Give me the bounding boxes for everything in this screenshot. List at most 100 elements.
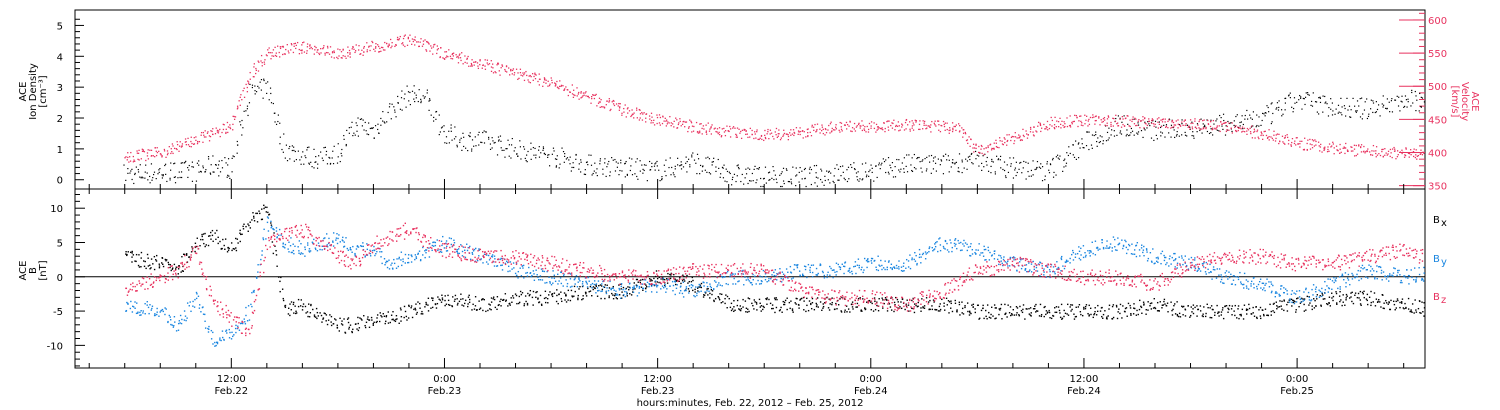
data-point-bx <box>724 302 726 305</box>
data-point-velocity <box>903 129 906 131</box>
data-point-ion-density <box>1215 120 1217 122</box>
data-point-bx <box>1238 317 1240 320</box>
data-point-ion-density <box>656 160 658 163</box>
data-point-by <box>289 244 292 247</box>
data-point-ion-density <box>526 161 528 163</box>
data-point-ion-density <box>393 106 395 108</box>
data-point-velocity <box>756 131 758 133</box>
data-point-velocity <box>1389 155 1391 158</box>
data-point-ion-density <box>769 178 771 181</box>
data-point-ion-density <box>418 89 420 91</box>
data-point-velocity <box>768 137 770 140</box>
data-point-bx <box>272 252 275 255</box>
data-point-by <box>276 236 278 239</box>
data-point-velocity <box>1123 125 1126 127</box>
data-point-bx <box>766 298 768 301</box>
data-point-velocity <box>1026 137 1029 139</box>
data-point-velocity <box>562 85 564 87</box>
data-point-velocity <box>888 120 890 122</box>
data-point-ion-density <box>205 169 207 171</box>
data-point-bx <box>138 266 141 268</box>
data-point-ion-density <box>758 168 760 170</box>
data-point-ion-density <box>853 162 855 164</box>
data-point-ion-density <box>263 78 265 80</box>
data-point-bx <box>505 299 508 301</box>
data-point-velocity <box>1122 118 1124 120</box>
data-point-by <box>223 339 225 341</box>
data-point-bx <box>983 317 985 320</box>
data-point-by <box>147 306 150 309</box>
data-point-ion-density <box>508 144 511 146</box>
data-point-velocity <box>838 129 840 132</box>
data-point-bx <box>1171 309 1173 312</box>
data-point-velocity <box>1355 154 1357 157</box>
data-point-ion-density <box>1319 97 1321 99</box>
b-tick-label: -10 <box>47 341 63 352</box>
data-point-velocity <box>854 130 857 132</box>
data-point-ion-density <box>830 172 832 174</box>
data-point-velocity <box>630 115 632 118</box>
data-point-ion-density <box>602 173 604 175</box>
data-point-velocity <box>827 129 829 131</box>
data-point-bx <box>162 263 164 266</box>
data-point-bx <box>1210 317 1213 319</box>
data-point-velocity <box>1371 150 1373 152</box>
data-point-velocity <box>676 119 678 121</box>
data-point-velocity <box>887 126 889 128</box>
data-point-bx <box>449 304 451 306</box>
data-point-bx <box>1390 299 1392 302</box>
data-point-ion-density <box>741 173 743 176</box>
data-point-ion-density <box>671 166 673 169</box>
data-point-by <box>197 295 200 297</box>
data-point-ion-density <box>594 162 596 164</box>
data-point-bx <box>195 245 197 248</box>
data-point-velocity <box>778 129 780 131</box>
data-point-velocity <box>451 53 453 56</box>
data-point-bx <box>1034 307 1036 310</box>
data-point-ion-density <box>1258 125 1260 127</box>
data-point-velocity <box>1256 130 1258 133</box>
data-point-bx <box>216 229 218 232</box>
data-point-bx <box>265 211 268 213</box>
data-point-velocity <box>807 131 809 134</box>
data-point-by <box>336 242 339 245</box>
data-point-ion-density <box>510 144 513 146</box>
data-point-ion-density <box>932 160 935 162</box>
data-point-bx <box>1342 301 1344 303</box>
data-point-velocity <box>1182 124 1184 127</box>
data-point-bx <box>381 316 383 318</box>
data-point-velocity <box>1158 117 1160 119</box>
data-point-ion-density <box>217 164 220 166</box>
data-point-velocity <box>156 147 158 149</box>
data-point-velocity <box>314 49 316 51</box>
data-point-ion-density <box>670 174 672 176</box>
data-point-bx <box>391 318 393 321</box>
data-point-bx <box>917 301 919 304</box>
data-point-bx <box>444 295 446 297</box>
data-point-bx <box>614 293 616 295</box>
data-point-ion-density <box>762 185 764 188</box>
data-point-bx <box>1176 313 1179 316</box>
data-point-ion-density <box>467 149 469 152</box>
data-point-ion-density <box>191 180 194 182</box>
data-point-velocity <box>702 125 705 127</box>
data-point-by <box>195 291 198 294</box>
data-point-velocity <box>863 128 865 130</box>
data-point-by <box>146 301 148 303</box>
data-point-bx <box>1370 301 1372 304</box>
data-point-ion-density <box>1095 134 1097 136</box>
data-point-velocity <box>1189 128 1191 130</box>
data-point-velocity <box>759 137 761 139</box>
data-point-bx <box>675 280 677 282</box>
data-point-ion-density <box>400 97 403 99</box>
data-point-velocity <box>180 146 183 148</box>
data-point-bx <box>515 294 518 297</box>
data-point-velocity <box>1253 128 1255 130</box>
data-point-bx <box>922 307 924 309</box>
data-point-velocity <box>1353 144 1356 146</box>
data-point-by <box>246 320 249 322</box>
data-point-bx <box>1279 300 1281 302</box>
data-point-ion-density <box>530 158 532 160</box>
data-point-ion-density <box>1250 126 1253 128</box>
data-point-velocity <box>898 125 900 127</box>
